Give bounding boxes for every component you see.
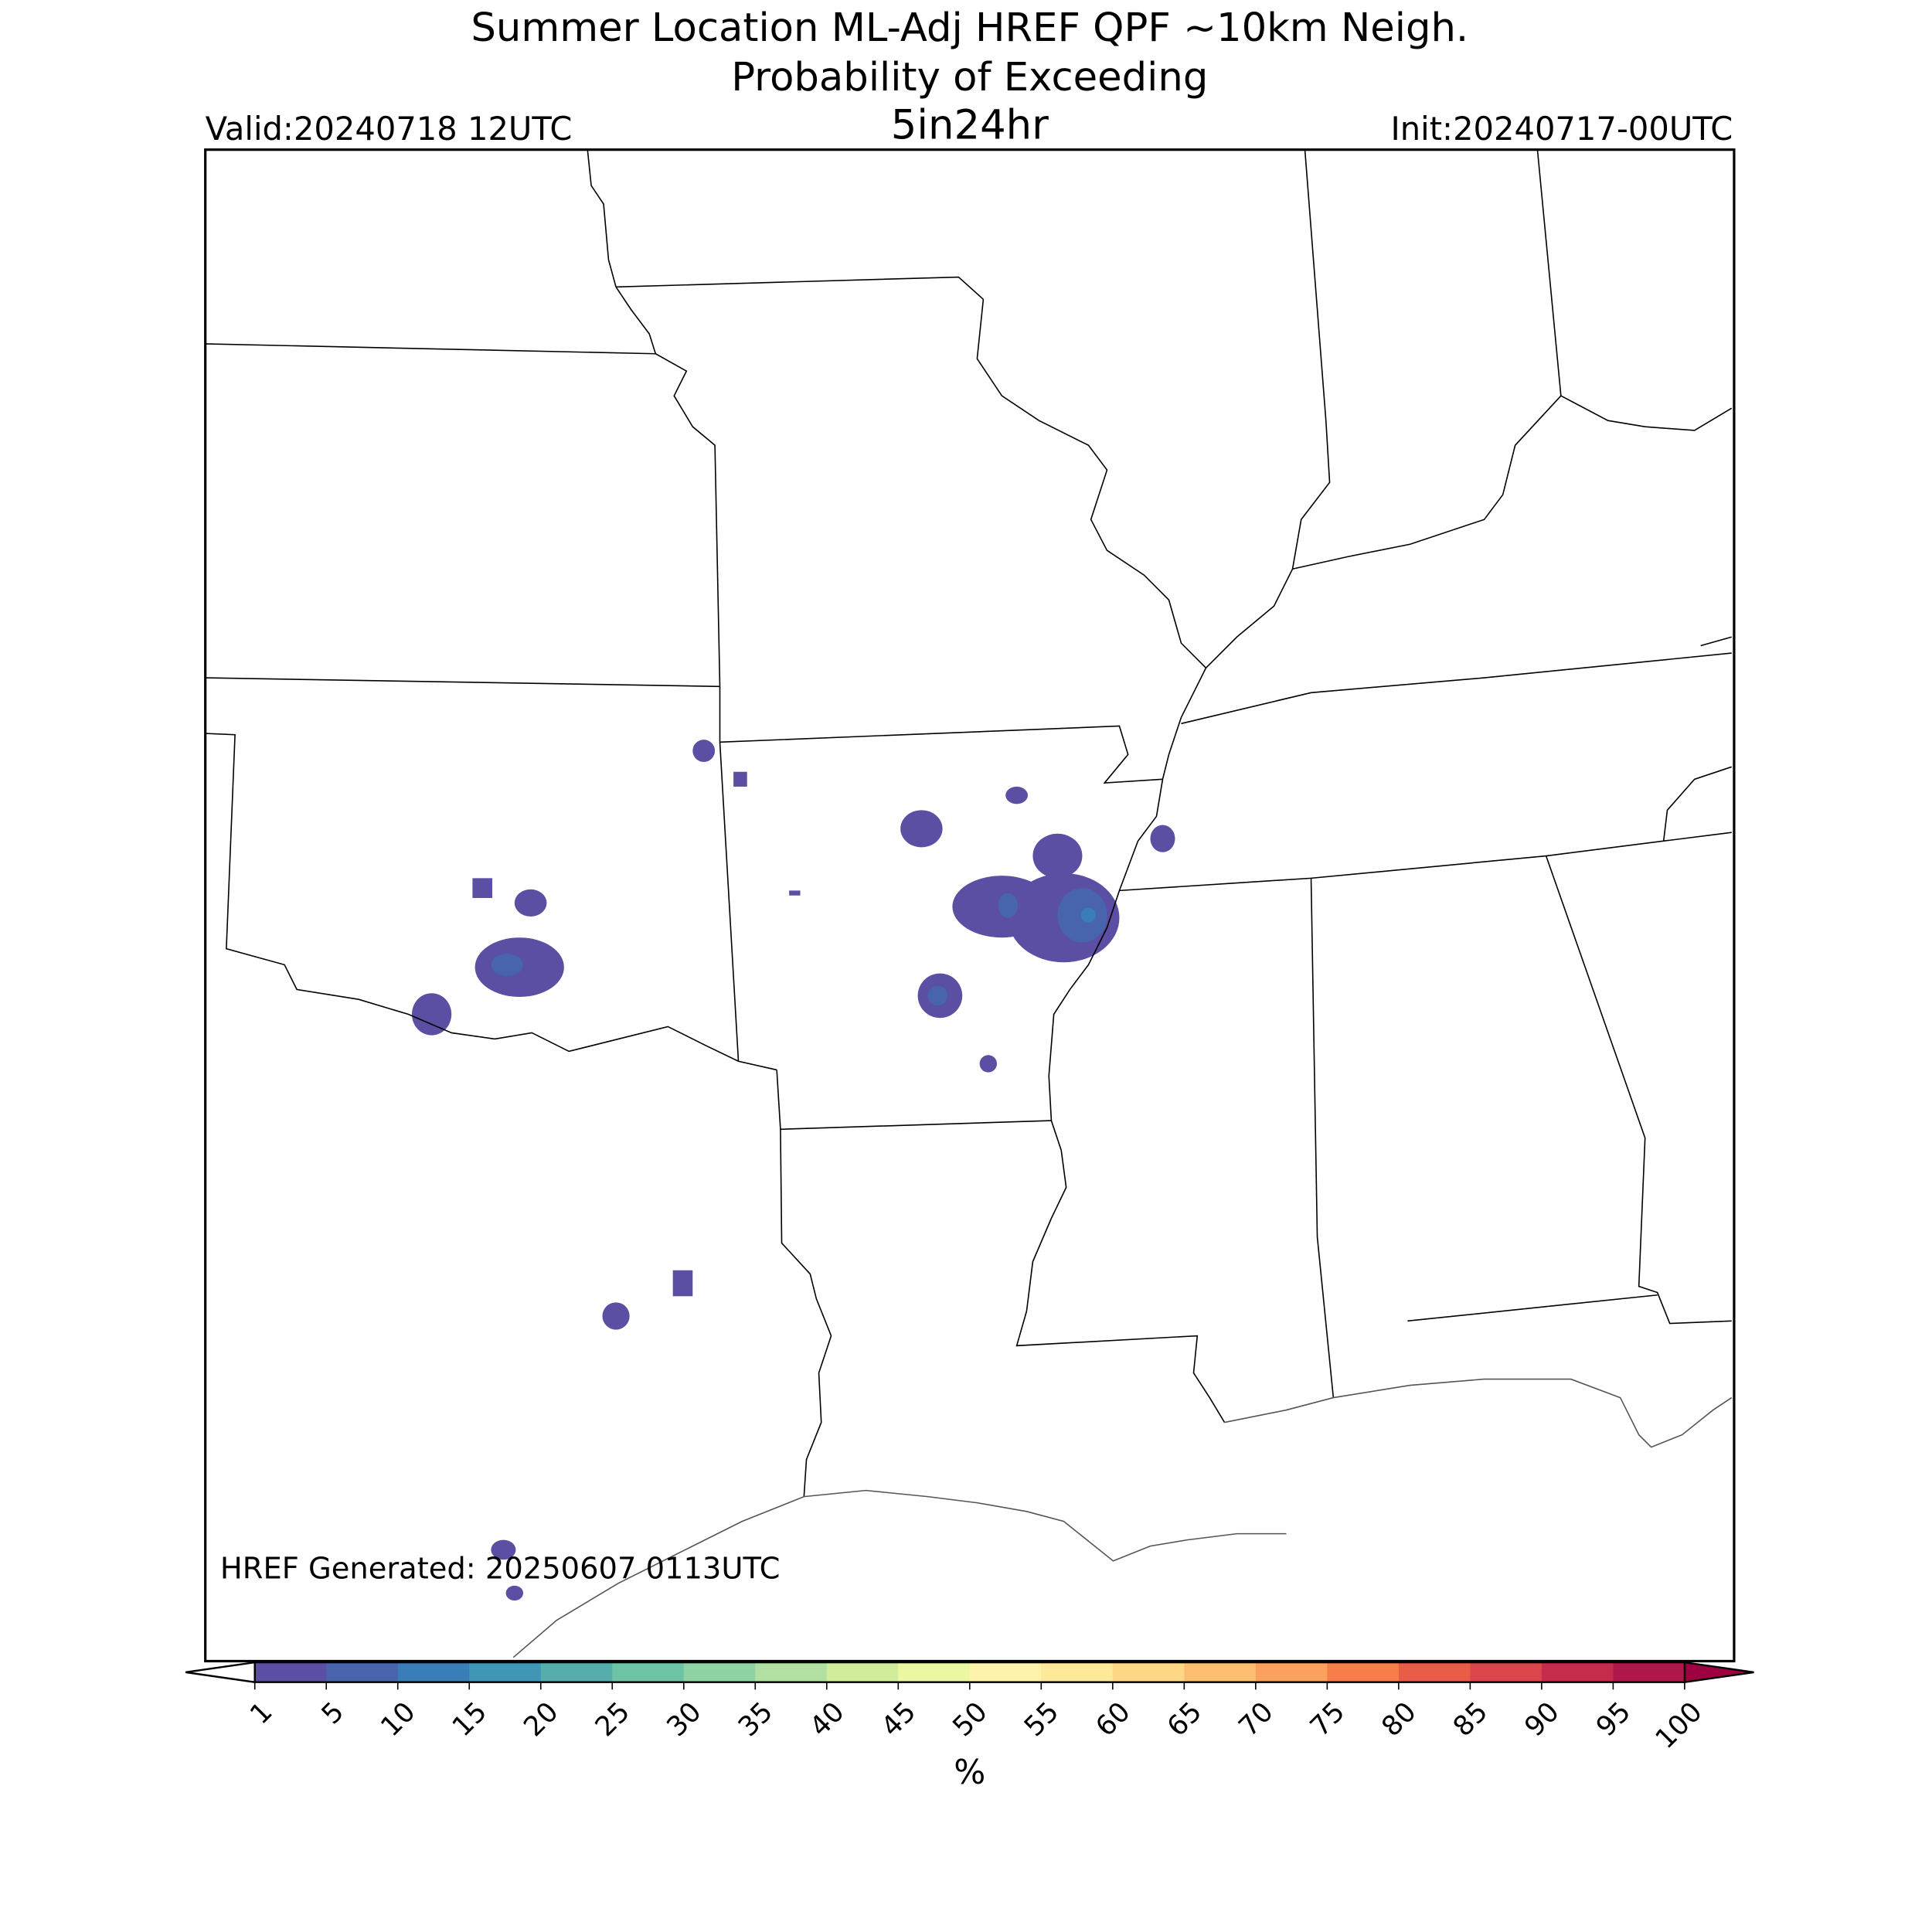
precip-area <box>900 810 943 848</box>
state-border <box>1662 766 1732 842</box>
coastline <box>1224 1378 1733 1448</box>
precip-area <box>733 771 747 787</box>
state-border <box>1536 149 1733 431</box>
colorbar-tick-label: 80 <box>1376 1696 1423 1743</box>
colorbar-tick-label: 95 <box>1590 1696 1638 1743</box>
precip-area <box>1032 833 1083 879</box>
state-border <box>1205 149 1331 668</box>
state-border <box>1119 832 1732 892</box>
colorbar-tick-label: 40 <box>804 1696 851 1743</box>
precip-area <box>998 893 1019 918</box>
state-border <box>1181 652 1732 725</box>
colorbar-tick-label: 45 <box>875 1696 922 1743</box>
state-border <box>1292 395 1562 570</box>
precip-area <box>927 985 947 1006</box>
init-time: Init:20240717-00UTC <box>1391 110 1733 148</box>
colorbar-segment <box>683 1662 757 1682</box>
colorbar-tick-label: 50 <box>947 1696 994 1743</box>
precip-area <box>979 1055 998 1073</box>
colorbar-tick-label: 35 <box>732 1696 779 1743</box>
colorbar-segment <box>1470 1662 1543 1682</box>
colorbar-segment <box>1041 1662 1114 1682</box>
precip-area <box>692 740 716 762</box>
precip-area <box>472 878 493 898</box>
precip-area <box>1005 786 1029 804</box>
colorbar-segment <box>1112 1662 1185 1682</box>
state-border <box>616 276 984 300</box>
colorbar-tick-label: 65 <box>1162 1696 1209 1743</box>
colorbar-tick-label: 25 <box>589 1696 636 1743</box>
state-border <box>1407 1294 1658 1322</box>
state-border <box>1545 855 1732 1325</box>
precip-area <box>1080 907 1097 923</box>
colorbar-segment <box>1327 1662 1400 1682</box>
colorbar-segment <box>1613 1662 1685 1682</box>
colorbar-over <box>1683 1661 1754 1684</box>
colorbar-tick-label: 30 <box>661 1696 708 1743</box>
precip-area <box>514 889 547 917</box>
colorbar-tick-label: 5 <box>315 1696 350 1731</box>
colorbar-segment <box>969 1662 1043 1682</box>
precip-area <box>491 953 524 976</box>
state-borders <box>205 149 1733 1658</box>
colorbar: 1 5 10 15 20 25 30 35 40 45 50 55 60 65 70 75 80 85 90 95 10… <box>185 1661 1754 1792</box>
colorbar-segment <box>612 1662 685 1682</box>
precip-area <box>602 1302 630 1330</box>
generated-note: HREF Generated: 20250607 0113UTC <box>220 1551 781 1586</box>
coastline <box>512 1489 1287 1658</box>
colorbar-segment <box>826 1662 900 1682</box>
precip-area <box>1150 825 1175 852</box>
colorbar-segment <box>755 1662 828 1682</box>
colorbar-segment <box>469 1662 542 1682</box>
map-frame <box>204 148 1736 1663</box>
state-border <box>1015 717 1226 1423</box>
state-border <box>1700 636 1732 647</box>
precip-area <box>505 1585 524 1601</box>
precip-area <box>672 1270 693 1297</box>
colorbar-segment <box>1398 1662 1471 1682</box>
subtitle: 5in24hr <box>891 101 1049 148</box>
state-border <box>205 343 656 355</box>
title-line: Probability of Exceeding <box>731 54 1208 100</box>
state-border <box>976 299 1207 718</box>
state-border <box>1310 878 1335 1398</box>
colorbar-segment <box>1184 1662 1257 1682</box>
colorbar-tick-label: 85 <box>1447 1696 1495 1743</box>
colorbar-tick-label: 1 <box>244 1696 279 1731</box>
colorbar-tick-label: 70 <box>1233 1696 1280 1743</box>
map <box>204 148 1736 1663</box>
colorbar-segment <box>397 1662 471 1682</box>
colorbar-tick-label: 10 <box>375 1696 422 1743</box>
colorbar-label: % <box>954 1753 985 1792</box>
valid-time: Valid:20240718 12UTC <box>206 110 573 148</box>
state-border <box>587 149 721 687</box>
state-border <box>205 677 720 688</box>
state-border <box>780 1129 832 1497</box>
colorbar-segment <box>1255 1662 1328 1682</box>
colorbar-segment <box>254 1662 328 1682</box>
precip-areas <box>411 740 1175 1601</box>
colorbar-segment <box>326 1662 399 1682</box>
colorbar-segment <box>898 1662 971 1682</box>
state-border <box>205 733 777 1071</box>
precip-area <box>411 993 452 1036</box>
colorbar-segment <box>1541 1662 1614 1682</box>
colorbar-tick-label: 75 <box>1304 1696 1352 1743</box>
precip-area <box>491 1539 516 1560</box>
colorbar-tick-label: 60 <box>1090 1696 1137 1743</box>
colorbar-tick-label: 100 <box>1649 1696 1709 1756</box>
colorbar-tick-label: 15 <box>446 1696 493 1743</box>
colorbar-tick-label: 20 <box>518 1696 565 1743</box>
state-border <box>719 725 1163 784</box>
colorbar-tick-label: 55 <box>1019 1696 1066 1743</box>
colorbar-tick-label: 90 <box>1519 1696 1566 1743</box>
precip-area <box>789 890 801 896</box>
colorbar-segment <box>540 1662 614 1682</box>
title-line: Summer Location ML-Adj HREF QPF ~10km Ne… <box>471 5 1468 51</box>
colorbar-under <box>185 1661 256 1684</box>
